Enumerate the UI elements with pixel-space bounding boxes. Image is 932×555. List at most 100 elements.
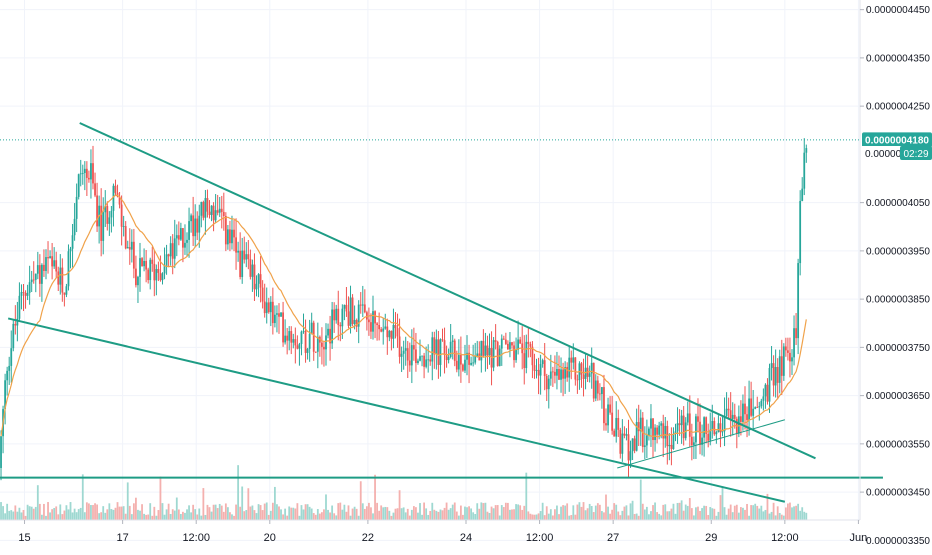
candle-body (137, 276, 139, 286)
volume-bar (45, 515, 47, 520)
candle-body (337, 308, 340, 326)
candle-body (30, 279, 33, 283)
candle-body (547, 378, 550, 390)
candle-body (425, 359, 428, 367)
candle-body (801, 188, 804, 201)
candle-body (717, 423, 720, 433)
candle-body (623, 433, 626, 436)
volume-bar (545, 506, 548, 520)
candle-body (88, 177, 90, 180)
volume-bar (173, 510, 176, 520)
candle-body (128, 247, 131, 250)
candle-body (506, 343, 509, 350)
volume-bar (151, 515, 154, 520)
x-tick-label: 15 (18, 532, 30, 544)
candle-body (374, 311, 376, 324)
volume-bar (750, 505, 753, 520)
candle-body (768, 368, 771, 402)
candle-body (241, 250, 244, 278)
candle-body (529, 343, 532, 347)
volume-bar (241, 486, 244, 520)
volume-bar (484, 502, 487, 520)
candle-body (676, 423, 679, 432)
volume-bar (208, 507, 211, 520)
volume-bar (402, 507, 405, 520)
volume-bar (345, 511, 348, 520)
volume-bar (423, 502, 426, 520)
volume-bar (351, 508, 354, 520)
candle-body (742, 403, 744, 422)
volume-bar (30, 506, 33, 520)
time-axis[interactable]: 15 17 12:00 20 22 24 12:00 27 29 12:00 Jun (18, 520, 867, 544)
candle-body (75, 196, 78, 219)
candle-body (65, 286, 68, 295)
candle-body (609, 404, 611, 413)
volume-bar (186, 509, 188, 520)
candle-body (433, 337, 436, 355)
volume-bar (715, 515, 718, 520)
candle-body (725, 408, 728, 417)
volume-bar (296, 503, 299, 520)
volume-bar (349, 515, 352, 520)
candle-body (306, 348, 309, 353)
volume-bar (169, 513, 172, 520)
candle-body (206, 198, 209, 212)
candle-body (519, 339, 522, 344)
volume-bar (182, 511, 184, 520)
candle-body (222, 211, 225, 216)
volume-bar (365, 506, 368, 520)
volume-bar (251, 505, 254, 520)
volume-bar (106, 509, 109, 520)
volume-bar (543, 515, 546, 520)
volume-bar (153, 506, 156, 520)
volume-bar (592, 512, 595, 520)
candle-body (782, 346, 785, 376)
candle-body (202, 201, 205, 218)
candle-body (496, 341, 499, 366)
candle-body (69, 248, 72, 252)
volume-bar (439, 509, 442, 520)
candle-body (592, 362, 595, 399)
volume-bar (100, 512, 103, 520)
short-rising-trendline[interactable] (617, 419, 785, 469)
volume-bar (609, 513, 611, 520)
candle-body (443, 340, 446, 355)
candle-body (14, 323, 17, 326)
volume-bar (705, 505, 708, 520)
candle-body (372, 311, 374, 332)
candle-body (284, 335, 287, 343)
candle-body (302, 330, 305, 332)
candle-body (795, 328, 797, 339)
price-axis[interactable]: 0.0000004450 0.0000004350 0.0000004250 0.00… (860, 5, 930, 547)
candle-body (36, 265, 39, 274)
candle-body (290, 331, 293, 343)
volume-bar (26, 504, 29, 520)
volume-bar (118, 506, 121, 520)
candle-body (733, 414, 736, 419)
volume-bar (59, 504, 62, 520)
candle-body (539, 364, 542, 376)
candle-body (321, 342, 323, 347)
volume-bar (304, 504, 307, 520)
upper-falling-trendline[interactable] (79, 122, 816, 460)
volume-bar (308, 506, 311, 520)
candle-body (135, 268, 137, 286)
volume-bar (692, 515, 695, 520)
volume-bar (562, 505, 564, 520)
candle-body (543, 360, 546, 377)
candle-body (560, 369, 562, 380)
volume-bar (218, 503, 221, 520)
candle-body (455, 360, 458, 370)
candle-body (408, 360, 411, 366)
candle-body (780, 356, 783, 376)
lower-falling-trendline[interactable] (7, 317, 786, 503)
volume-bar (2, 506, 4, 520)
trend-lines[interactable] (0, 122, 883, 503)
volume-bar (278, 506, 280, 520)
volume-bar (580, 506, 583, 520)
volume-bar (149, 503, 152, 520)
candle-body (770, 363, 773, 369)
volume-bar (400, 508, 403, 520)
candle-body (120, 204, 123, 227)
